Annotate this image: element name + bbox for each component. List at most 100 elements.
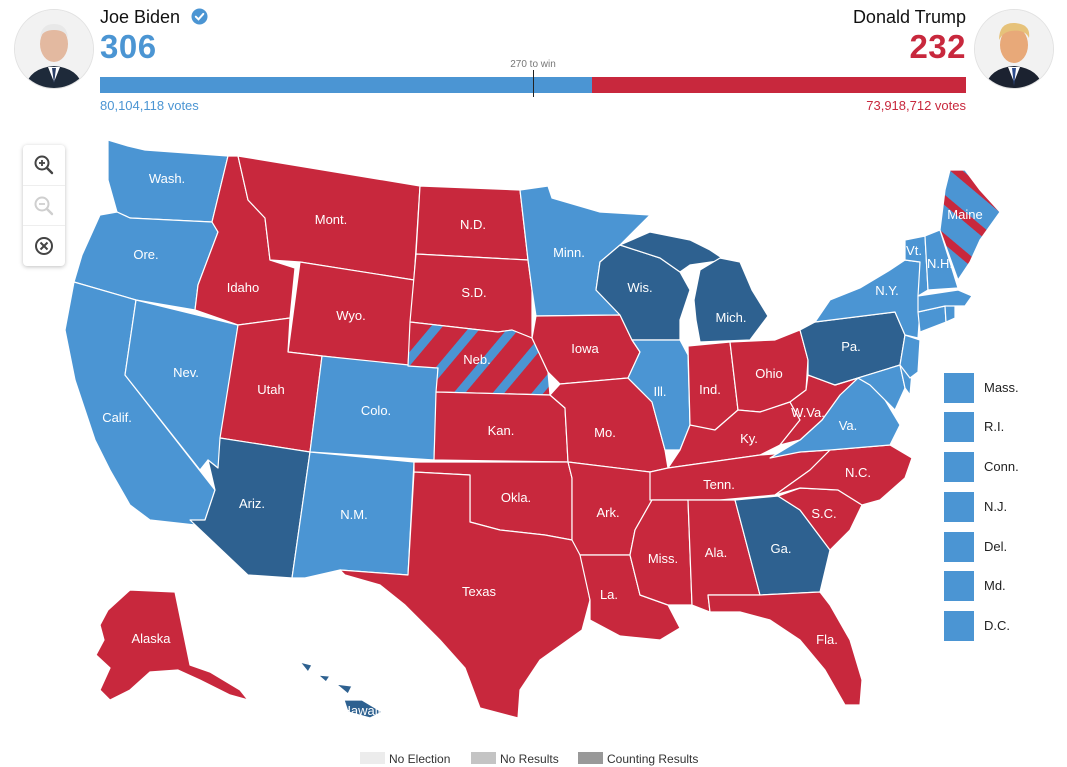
zoom-in-icon <box>34 155 54 175</box>
small-state-swatch <box>944 611 974 641</box>
state-nj[interactable] <box>899 334 921 379</box>
reset-zoom-button[interactable] <box>23 225 65 266</box>
electoral-votes-right: 232 <box>909 28 966 65</box>
candidate-name-left: Joe Biden <box>100 7 208 28</box>
label-hi: Hawaii <box>341 703 380 718</box>
small-state-ct[interactable]: Conn. <box>944 452 1054 484</box>
reset-icon <box>35 237 53 255</box>
candidate-name-text: Joe Biden <box>100 7 181 27</box>
small-state-dc[interactable]: D.C. <box>944 611 1054 643</box>
state-mi[interactable] <box>693 257 769 343</box>
label-ga: Ga. <box>771 541 792 556</box>
threshold-label: 270 to win <box>510 59 556 70</box>
legend-item-counting-results: Counting Results <box>578 752 698 766</box>
label-ia: Iowa <box>571 341 599 356</box>
label-mn: Minn. <box>553 245 585 260</box>
candidate-photo-trump <box>974 9 1054 89</box>
label-id: Idaho <box>227 280 260 295</box>
small-state-md[interactable]: Md. <box>944 571 1054 603</box>
label-ny: N.Y. <box>875 283 899 298</box>
small-state-nj[interactable]: N.J. <box>944 492 1054 524</box>
label-wv: W.Va. <box>791 405 825 420</box>
legend-label: No Election <box>389 752 451 766</box>
progress-bar-fill-left <box>100 77 592 93</box>
small-state-ma[interactable]: Mass. <box>944 373 1054 405</box>
popular-votes-right: 73,918,712 votes <box>866 98 966 113</box>
label-ms: Miss. <box>648 551 678 566</box>
small-state-label: R.I. <box>984 419 1005 434</box>
state-nh[interactable] <box>924 229 959 291</box>
zoom-out-icon <box>34 196 54 216</box>
small-state-label: D.C. <box>984 618 1010 633</box>
state-ri[interactable] <box>944 303 956 323</box>
label-ut: Utah <box>257 382 284 397</box>
small-state-swatch <box>944 452 974 482</box>
legend-label: No Results <box>500 752 559 766</box>
state-ma[interactable] <box>917 289 973 313</box>
label-mi: Mich. <box>715 310 746 325</box>
legend-item-no-election: No Election <box>360 752 450 766</box>
zoom-out-button[interactable] <box>23 185 65 226</box>
small-state-swatch <box>944 373 974 403</box>
state-ne[interactable] <box>407 321 551 396</box>
label-nc: N.C. <box>845 465 871 480</box>
label-ak: Alaska <box>131 631 171 646</box>
label-tn: Tenn. <box>703 477 735 492</box>
state-ak[interactable] <box>95 589 249 701</box>
state-hi[interactable] <box>299 661 383 719</box>
threshold-marker <box>533 70 534 97</box>
small-state-label: Conn. <box>984 459 1019 474</box>
label-tx: Texas <box>462 584 496 599</box>
label-co: Colo. <box>361 403 391 418</box>
label-vt: Vt. <box>906 243 922 258</box>
label-wy: Wyo. <box>336 308 366 323</box>
candidate-name-right: Donald Trump <box>852 7 966 27</box>
zoom-in-button[interactable] <box>23 145 65 185</box>
electoral-votes-left: 306 <box>100 28 157 65</box>
electoral-progress-bar <box>100 70 966 97</box>
state-nc[interactable] <box>774 444 913 506</box>
legend-swatch <box>578 752 603 764</box>
label-mo: Mo. <box>594 425 616 440</box>
label-ok: Okla. <box>501 490 531 505</box>
label-nm: N.M. <box>340 507 367 522</box>
small-state-swatch <box>944 492 974 522</box>
label-nd: N.D. <box>460 217 486 232</box>
label-in: Ind. <box>699 382 721 397</box>
label-ar: Ark. <box>596 505 619 520</box>
small-state-swatch <box>944 532 974 562</box>
small-state-swatch <box>944 412 974 442</box>
state-me[interactable] <box>939 169 1001 281</box>
label-nv: Nev. <box>173 365 199 380</box>
label-sc: S.C. <box>811 506 836 521</box>
label-ca: Calif. <box>102 410 132 425</box>
state-il[interactable] <box>627 339 691 451</box>
map-zoom-controls <box>23 145 65 266</box>
label-oh: Ohio <box>755 366 782 381</box>
state-wv[interactable] <box>779 374 859 446</box>
label-va: Va. <box>839 418 858 433</box>
verified-check-icon <box>191 8 208 25</box>
label-az: Ariz. <box>239 496 265 511</box>
popular-votes-left: 80,104,118 votes <box>100 98 199 113</box>
small-state-de[interactable]: Del. <box>944 532 1054 564</box>
candidate-photo-biden <box>14 9 94 89</box>
label-wa: Wash. <box>149 171 185 186</box>
label-sd: S.D. <box>461 285 486 300</box>
small-state-label: Md. <box>984 578 1006 593</box>
state-tx[interactable] <box>339 471 591 719</box>
state-fl[interactable] <box>707 591 863 706</box>
small-state-ri[interactable]: R.I. <box>944 412 1054 444</box>
label-nh: N.H. <box>927 256 953 271</box>
label-ky: Ky. <box>740 431 758 446</box>
label-or: Ore. <box>133 247 158 262</box>
label-ne: Neb. <box>463 352 490 367</box>
small-state-label: Mass. <box>984 380 1019 395</box>
small-state-swatch <box>944 571 974 601</box>
label-al: Ala. <box>705 545 727 560</box>
label-la: La. <box>600 587 618 602</box>
legend-label: Counting Results <box>607 752 699 766</box>
label-il: Ill. <box>654 384 667 399</box>
legend-item-no-results: No Results <box>471 752 559 766</box>
